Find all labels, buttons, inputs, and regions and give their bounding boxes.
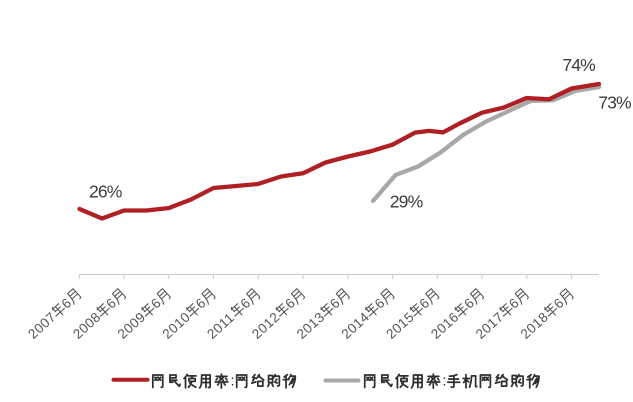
svg-text:26%: 26% [89, 182, 123, 202]
svg-text::: : [231, 374, 235, 390]
svg-text:29%: 29% [390, 192, 424, 212]
svg-text::: : [442, 374, 446, 390]
svg-text:74%: 74% [562, 55, 596, 75]
svg-text:73%: 73% [598, 93, 632, 113]
